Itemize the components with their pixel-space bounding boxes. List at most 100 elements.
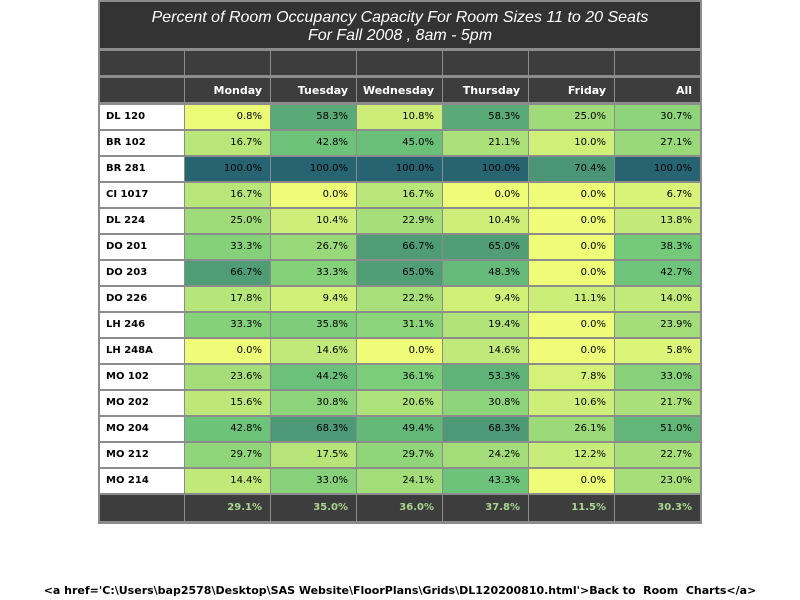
row-label: MO 204 bbox=[100, 417, 184, 441]
spacer-cell bbox=[185, 51, 270, 75]
row-label: LH 248A bbox=[100, 339, 184, 363]
row-label: BR 102 bbox=[100, 131, 184, 155]
heatmap-cell: 22.9% bbox=[357, 209, 442, 233]
heatmap-cell: 0.0% bbox=[529, 469, 614, 493]
heatmap-cell: 33.3% bbox=[185, 235, 270, 259]
heatmap-cell: 16.7% bbox=[185, 183, 270, 207]
heatmap-cell: 65.0% bbox=[357, 261, 442, 285]
heatmap-cell: 9.4% bbox=[443, 287, 528, 311]
heatmap-cell: 29.7% bbox=[185, 443, 270, 467]
heatmap-cell: 19.4% bbox=[443, 313, 528, 337]
total-cell: 30.3% bbox=[615, 495, 700, 521]
heatmap-cell: 23.6% bbox=[185, 365, 270, 389]
heatmap-cell: 16.7% bbox=[185, 131, 270, 155]
heatmap-cell: 13.8% bbox=[615, 209, 700, 233]
total-cell: 36.0% bbox=[357, 495, 442, 521]
heatmap-cell: 17.5% bbox=[271, 443, 356, 467]
heatmap-cell: 51.0% bbox=[615, 417, 700, 441]
heatmap-cell: 0.0% bbox=[529, 339, 614, 363]
heatmap-cell: 33.0% bbox=[615, 365, 700, 389]
row-label: DL 224 bbox=[100, 209, 184, 233]
heatmap-cell: 0.0% bbox=[271, 183, 356, 207]
column-header: Monday bbox=[185, 78, 270, 102]
heatmap-cell: 58.3% bbox=[271, 105, 356, 129]
heatmap-cell: 10.6% bbox=[529, 391, 614, 415]
heatmap-cell: 100.0% bbox=[615, 157, 700, 181]
heatmap-cell: 42.7% bbox=[615, 261, 700, 285]
row-label: DO 203 bbox=[100, 261, 184, 285]
heatmap-cell: 9.4% bbox=[271, 287, 356, 311]
heatmap-cell: 42.8% bbox=[185, 417, 270, 441]
row-label: DO 226 bbox=[100, 287, 184, 311]
heatmap-cell: 38.3% bbox=[615, 235, 700, 259]
heatmap-cell: 0.0% bbox=[529, 209, 614, 233]
heatmap-cell: 58.3% bbox=[443, 105, 528, 129]
heatmap-cell: 48.3% bbox=[443, 261, 528, 285]
heatmap-cell: 20.6% bbox=[357, 391, 442, 415]
heatmap-cell: 10.8% bbox=[357, 105, 442, 129]
heatmap-cell: 0.0% bbox=[529, 235, 614, 259]
header-corner-cell bbox=[100, 78, 184, 102]
heatmap-cell: 36.1% bbox=[357, 365, 442, 389]
spacer-cell bbox=[357, 51, 442, 75]
heatmap-cell: 0.8% bbox=[185, 105, 270, 129]
total-cell: 37.8% bbox=[443, 495, 528, 521]
heatmap-cell: 26.1% bbox=[529, 417, 614, 441]
heatmap-cell: 14.4% bbox=[185, 469, 270, 493]
row-label: MO 212 bbox=[100, 443, 184, 467]
heatmap-cell: 66.7% bbox=[185, 261, 270, 285]
heatmap-cell: 49.4% bbox=[357, 417, 442, 441]
row-label: LH 246 bbox=[100, 313, 184, 337]
heatmap-cell: 0.0% bbox=[529, 313, 614, 337]
spacer-cell bbox=[443, 51, 528, 75]
heatmap-cell: 100.0% bbox=[185, 157, 270, 181]
heatmap-cell: 53.3% bbox=[443, 365, 528, 389]
heatmap-cell: 21.7% bbox=[615, 391, 700, 415]
row-label: BR 281 bbox=[100, 157, 184, 181]
heatmap-cell: 14.6% bbox=[271, 339, 356, 363]
spacer-cell bbox=[100, 51, 184, 75]
heatmap-cell: 25.0% bbox=[529, 105, 614, 129]
heatmap-cell: 24.1% bbox=[357, 469, 442, 493]
heatmap-cell: 7.8% bbox=[529, 365, 614, 389]
heatmap-cell: 11.1% bbox=[529, 287, 614, 311]
back-to-room-charts-link-text: <a href='C:\Users\bap2578\Desktop\SAS We… bbox=[43, 584, 757, 597]
heatmap-cell: 10.0% bbox=[529, 131, 614, 155]
heatmap-cell: 22.7% bbox=[615, 443, 700, 467]
spacer-cell bbox=[271, 51, 356, 75]
heatmap-cell: 44.2% bbox=[271, 365, 356, 389]
heatmap-cell: 68.3% bbox=[443, 417, 528, 441]
heatmap-cell: 100.0% bbox=[357, 157, 442, 181]
heatmap-cell: 10.4% bbox=[443, 209, 528, 233]
heatmap-cell: 42.8% bbox=[271, 131, 356, 155]
heatmap-cell: 6.7% bbox=[615, 183, 700, 207]
heatmap-cell: 0.0% bbox=[529, 261, 614, 285]
heatmap-cell: 0.0% bbox=[443, 183, 528, 207]
heatmap-cell: 33.3% bbox=[185, 313, 270, 337]
total-cell: 29.1% bbox=[185, 495, 270, 521]
spacer-cell bbox=[529, 51, 614, 75]
heatmap-cell: 22.2% bbox=[357, 287, 442, 311]
heatmap-cell: 30.7% bbox=[615, 105, 700, 129]
heatmap-cell: 68.3% bbox=[271, 417, 356, 441]
heatmap-cell: 23.0% bbox=[615, 469, 700, 493]
heatmap-cell: 35.8% bbox=[271, 313, 356, 337]
row-label: DO 201 bbox=[100, 235, 184, 259]
row-label: MO 202 bbox=[100, 391, 184, 415]
totals-label-cell bbox=[100, 495, 184, 521]
heatmap-cell: 65.0% bbox=[443, 235, 528, 259]
heatmap-cell: 33.0% bbox=[271, 469, 356, 493]
heatmap-cell: 16.7% bbox=[357, 183, 442, 207]
heatmap-cell: 23.9% bbox=[615, 313, 700, 337]
heatmap-cell: 14.0% bbox=[615, 287, 700, 311]
heatmap-cell: 17.8% bbox=[185, 287, 270, 311]
column-header: Thursday bbox=[443, 78, 528, 102]
title-line-2: For Fall 2008 , 8am - 5pm bbox=[307, 27, 493, 44]
row-label: CI 1017 bbox=[100, 183, 184, 207]
heatmap-cell: 24.2% bbox=[443, 443, 528, 467]
table-title: Percent of Room Occupancy Capacity For R… bbox=[100, 2, 700, 48]
row-label: DL 120 bbox=[100, 105, 184, 129]
heatmap-cell: 29.7% bbox=[357, 443, 442, 467]
heatmap-cell: 30.8% bbox=[271, 391, 356, 415]
heatmap-cell: 14.6% bbox=[443, 339, 528, 363]
